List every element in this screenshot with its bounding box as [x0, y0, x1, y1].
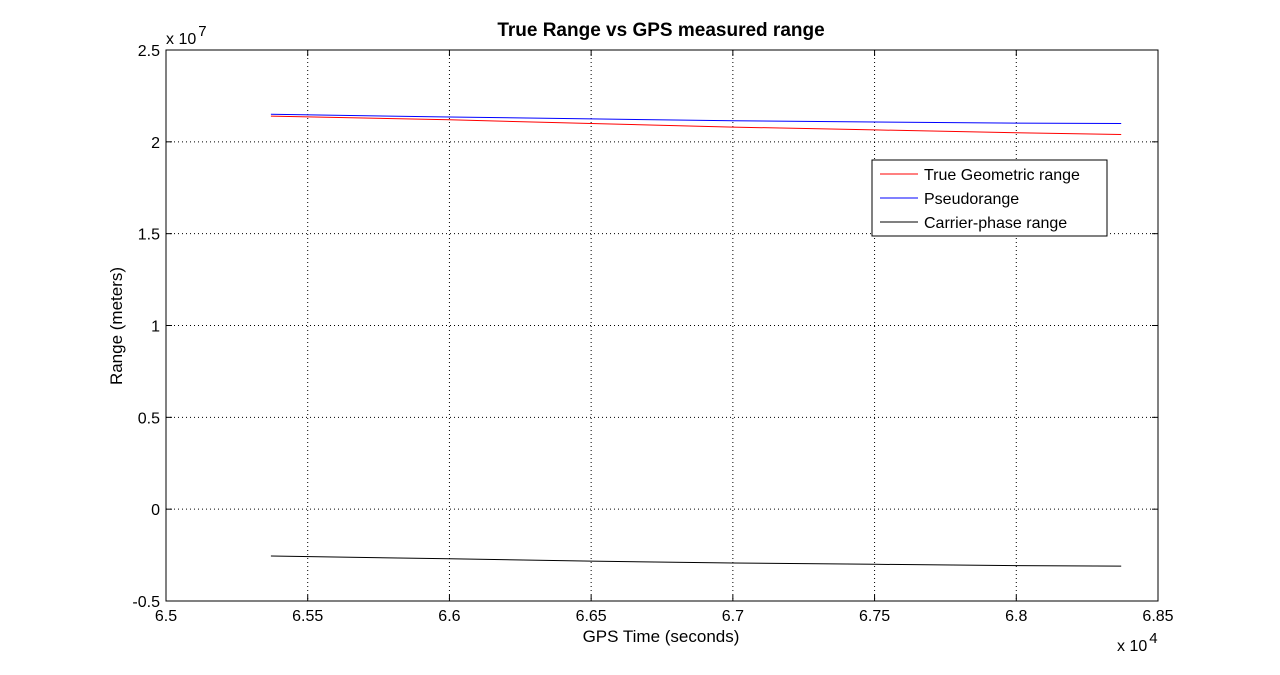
x-tick-label: 6.55	[292, 608, 323, 625]
legend-label-true-geometric-range: True Geometric range	[924, 167, 1080, 184]
legend: True Geometric range Pseudorange Carrier…	[871, 159, 1108, 237]
x-tick-label: 6.85	[1142, 608, 1173, 625]
x-axis-multiplier: x 10 4	[1117, 630, 1158, 655]
x-tick-label: 6.8	[1005, 608, 1027, 625]
y-tick-label: 2	[151, 135, 160, 152]
legend-label-pseudorange: Pseudorange	[924, 191, 1019, 208]
y-tick-label: 2.5	[138, 43, 160, 60]
x-tick-label: 6.65	[576, 608, 607, 625]
x-tick-label: 6.5	[155, 608, 177, 625]
series-line-true-geometric-range	[270, 115, 1122, 135]
y-tick-label: -0.5	[132, 594, 160, 611]
series-line-carrier-phase-range	[270, 555, 1122, 567]
series-line-pseudorange	[270, 113, 1122, 124]
x-axis-label: GPS Time (seconds)	[583, 627, 740, 646]
x-tick-label: 6.7	[722, 608, 744, 625]
y-tick-label: 0.5	[138, 410, 160, 427]
grid-lines	[166, 50, 1158, 601]
y-axis-label: Range (meters)	[107, 267, 126, 385]
y-axis-multiplier: x 10 7	[166, 23, 207, 48]
legend-label-carrier-phase-range: Carrier-phase range	[924, 215, 1067, 232]
x-tick-label: 6.6	[438, 608, 460, 625]
x-tick-label: 6.75	[859, 608, 890, 625]
chart-title: True Range vs GPS measured range	[497, 20, 824, 41]
series-lines	[270, 113, 1122, 567]
y-tick-label: 0	[151, 502, 160, 519]
y-tick-label: 1.5	[138, 227, 160, 244]
axis-ticks: 6.5 6.55 6.6 6.65 6.7 6.75 6.8 6.85 -0.5 0 0.5 1 1.5…	[132, 43, 1173, 625]
y-tick-label: 1	[151, 319, 160, 336]
